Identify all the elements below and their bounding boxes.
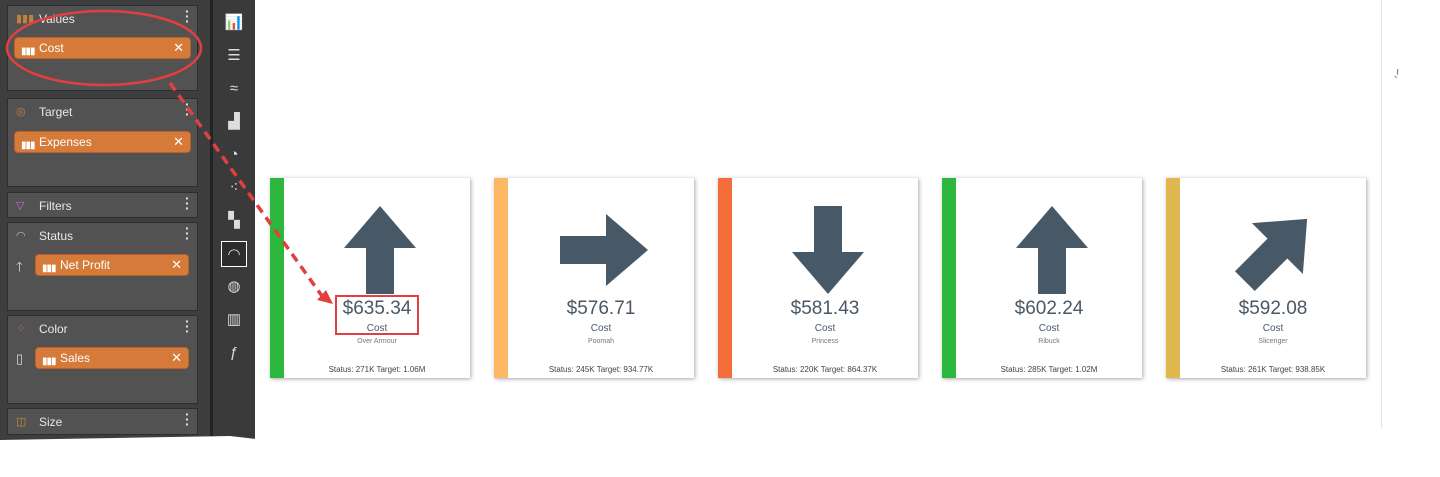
- trend-arrow-right-icon: [560, 214, 648, 286]
- treemap-icon[interactable]: ▚: [228, 212, 240, 229]
- remove-net-profit-button[interactable]: ✕: [171, 257, 182, 272]
- kpi-value: $602.24: [1014, 298, 1084, 319]
- color-label: Color: [39, 322, 68, 336]
- remove-cost-button[interactable]: ✕: [173, 40, 184, 55]
- values-section: ▮▮▮ Values · · · ▮▮▮ Cost ✕: [7, 3, 198, 91]
- color-section: ⁘ Color · · · ▯ ▮▮▮ Sales ✕: [7, 313, 198, 404]
- filters-menu-button[interactable]: · · ·: [185, 190, 190, 216]
- trend-arrow-down-icon: [792, 206, 864, 294]
- fields-panel: ▮▮▮ Values · · · ▮▮▮ Cost ✕ ◎ Target · · · ▮▮▮…: [0, 0, 210, 444]
- status-color-bar: [494, 178, 508, 378]
- kpi-card[interactable]: $581.43 Cost Princess Status: 220K Targe…: [718, 178, 918, 378]
- status-color-bar: [942, 178, 956, 378]
- target-section: ◎ Target · · · ▮▮▮ Expenses ✕: [7, 96, 198, 187]
- measure-icon: ▮▮▮: [42, 263, 56, 274]
- kpi-label: Cost: [1262, 323, 1284, 334]
- size-icon: ◫: [16, 416, 27, 428]
- kpi-name: Princess: [811, 338, 839, 345]
- kpi-name: Poomah: [587, 338, 615, 345]
- values-icon: ▮▮▮: [16, 13, 35, 25]
- kpi-value: $592.08: [1238, 298, 1308, 319]
- sales-pill[interactable]: ▮▮▮ Sales ✕: [35, 347, 189, 369]
- kpi-footer: Status: 261K Target: 938.85K: [1220, 365, 1326, 374]
- kpi-label: Cost: [1038, 323, 1060, 334]
- status-menu-button[interactable]: · · ·: [185, 220, 190, 246]
- kpi-label: Cost: [366, 323, 388, 334]
- scatter-icon[interactable]: ⁖: [229, 179, 239, 196]
- formula-chart-icon[interactable]: ƒ: [229, 344, 239, 361]
- pie-chart-icon[interactable]: ◔: [229, 146, 239, 163]
- kpi-card[interactable]: $602.24 Cost Ribuck Status: 285K Target:…: [942, 178, 1142, 378]
- size-label: Size: [39, 415, 63, 429]
- target-menu-button[interactable]: · · ·: [185, 96, 190, 122]
- line-chart-icon[interactable]: ≈: [229, 80, 239, 97]
- color-scale-icon: ▯: [16, 351, 24, 366]
- status-section: ◠ Status · · · 🡑 ▮▮▮ Net Profit ✕: [7, 220, 198, 311]
- values-menu-button[interactable]: · · ·: [185, 3, 190, 29]
- pill-label: Cost: [39, 41, 64, 55]
- kpi-label: Cost: [590, 323, 612, 334]
- pill-label: Expenses: [39, 135, 92, 149]
- measure-icon: ▮▮▮: [21, 46, 35, 57]
- remove-sales-button[interactable]: ✕: [171, 350, 182, 365]
- remove-expenses-button[interactable]: ✕: [173, 134, 184, 149]
- target-icon: ◎: [16, 106, 26, 118]
- kpi-value: $581.43: [790, 298, 860, 319]
- map-globe-icon[interactable]: ◍: [227, 278, 241, 295]
- trend-arrow-up-right-icon: [1234, 218, 1308, 292]
- filter-icon: ▽: [16, 200, 25, 212]
- net-profit-pill[interactable]: ▮▮▮ Net Profit ✕: [35, 254, 189, 276]
- horizontal-bar-icon[interactable]: ☰: [227, 47, 241, 64]
- kpi-label: Cost: [814, 323, 836, 334]
- area-chart-icon[interactable]: ▟: [228, 113, 240, 130]
- measure-icon: ▮▮▮: [42, 356, 56, 367]
- kpi-value: $635.34: [342, 298, 412, 319]
- status-color-bar: [1166, 178, 1180, 378]
- color-dots-icon: ⁘: [16, 323, 26, 335]
- chart-type-toolbar: 📊 ☰ ≈ ▟ ◔ ⁖ ▚ ◠ ◍ ▥ ƒ: [210, 0, 255, 444]
- kpi-name: Slicenger: [1258, 338, 1288, 345]
- pill-label: Net Profit: [60, 258, 111, 272]
- values-label: Values: [39, 12, 75, 26]
- kpi-name: Ribuck: [1038, 338, 1060, 345]
- arrow-up-icon: 🡑: [16, 259, 23, 274]
- kpi-card[interactable]: $592.08 Cost Slicenger Status: 261K Targ…: [1166, 178, 1366, 378]
- status-color-bar: [270, 178, 284, 378]
- kpi-card[interactable]: $635.34 Cost Over Armour Status: 271K Ta…: [270, 178, 470, 378]
- trend-arrow-up-icon: [1016, 206, 1088, 294]
- arrow-down-icon: 🡓: [1394, 66, 1402, 82]
- kpi-footer: Status: 245K Target: 934.77K: [548, 365, 654, 374]
- size-menu-button[interactable]: · · ·: [185, 406, 190, 432]
- grid-table-icon[interactable]: ▥: [226, 311, 242, 328]
- gauge-icon: ◠: [16, 230, 26, 242]
- pill-label: Sales: [60, 351, 91, 365]
- filters-section[interactable]: ▽ Filters · · ·: [7, 190, 198, 218]
- kpi-footer: Status: 271K Target: 1.06M: [328, 365, 426, 374]
- cost-pill[interactable]: ▮▮▮ Cost ✕: [14, 37, 191, 59]
- measure-icon: ▮▮▮: [21, 140, 35, 151]
- target-label: Target: [39, 105, 73, 119]
- bar-chart-icon[interactable]: 📊: [224, 14, 244, 31]
- kpi-name: Over Armour: [357, 338, 397, 345]
- filters-label: Filters: [39, 199, 72, 213]
- size-section[interactable]: ◫ Size · · ·: [7, 406, 198, 435]
- status-color-bar: [718, 178, 732, 378]
- expenses-pill[interactable]: ▮▮▮ Expenses ✕: [14, 131, 191, 153]
- gauge-icon[interactable]: ◠: [221, 241, 247, 267]
- color-menu-button[interactable]: · · ·: [185, 313, 190, 339]
- kpi-footer: Status: 285K Target: 1.02M: [1000, 365, 1098, 374]
- trend-arrow-up-icon: [344, 206, 416, 294]
- kpi-value: $576.71: [566, 298, 636, 319]
- kpi-footer: Status: 220K Target: 864.37K: [772, 365, 878, 374]
- kpi-card[interactable]: $576.71 Cost Poomah Status: 245K Target:…: [494, 178, 694, 378]
- divider: [1381, 0, 1382, 440]
- status-label: Status: [39, 229, 74, 243]
